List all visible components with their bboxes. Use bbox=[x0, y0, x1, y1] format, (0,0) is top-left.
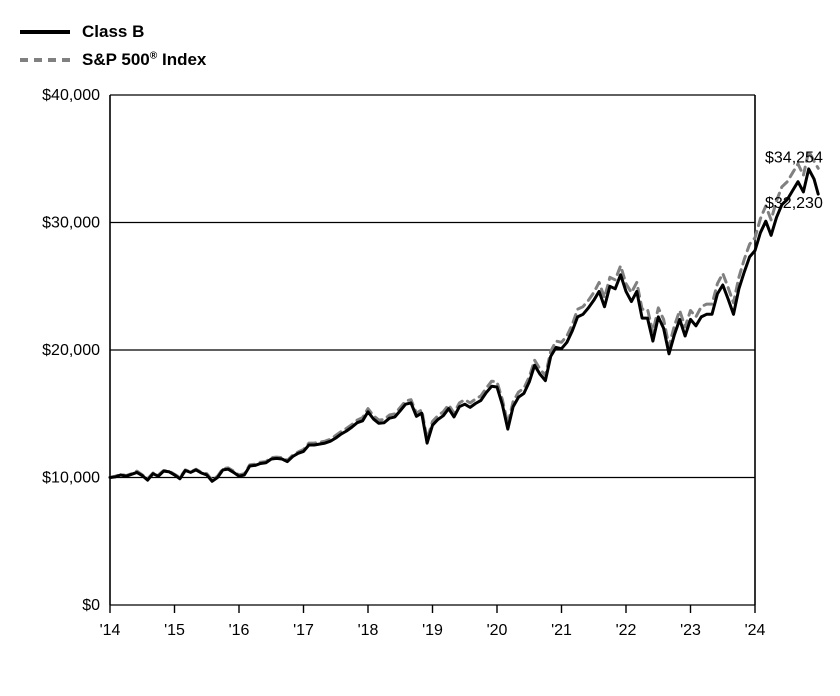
legend-swatch-class-b bbox=[20, 18, 70, 46]
legend-item-class-b: Class B bbox=[20, 18, 206, 46]
svg-text:'17: '17 bbox=[293, 622, 314, 639]
svg-text:$34,254: $34,254 bbox=[765, 149, 823, 166]
svg-text:$20,000: $20,000 bbox=[42, 342, 100, 359]
svg-text:'15: '15 bbox=[164, 622, 185, 639]
svg-text:'18: '18 bbox=[358, 622, 379, 639]
svg-text:'22: '22 bbox=[616, 622, 637, 639]
svg-text:'16: '16 bbox=[229, 622, 250, 639]
chart-svg: $0 $10,000 $20,000 $30,000 $40,000 '14 '15 '16 '… bbox=[0, 0, 840, 696]
svg-text:'24: '24 bbox=[745, 622, 766, 639]
svg-text:'19: '19 bbox=[422, 622, 443, 639]
growth-chart: Class B S&P 500® Index $0$10,000$20,000$… bbox=[0, 0, 840, 696]
svg-text:$30,000: $30,000 bbox=[42, 215, 100, 232]
svg-text:'14: '14 bbox=[100, 622, 121, 639]
svg-text:'23: '23 bbox=[680, 622, 701, 639]
svg-text:'21: '21 bbox=[551, 622, 572, 639]
legend-item-sp500: S&P 500® Index bbox=[20, 46, 206, 74]
legend-swatch-sp500 bbox=[20, 46, 70, 74]
legend: Class B S&P 500® Index bbox=[20, 18, 206, 74]
svg-text:'20: '20 bbox=[487, 622, 508, 639]
legend-label-sp500: S&P 500® Index bbox=[82, 50, 206, 70]
svg-text:$32,230: $32,230 bbox=[765, 195, 823, 212]
svg-text:$0: $0 bbox=[82, 597, 100, 614]
svg-text:$40,000: $40,000 bbox=[42, 87, 100, 104]
legend-label-class-b: Class B bbox=[82, 22, 144, 42]
svg-text:$10,000: $10,000 bbox=[42, 470, 100, 487]
